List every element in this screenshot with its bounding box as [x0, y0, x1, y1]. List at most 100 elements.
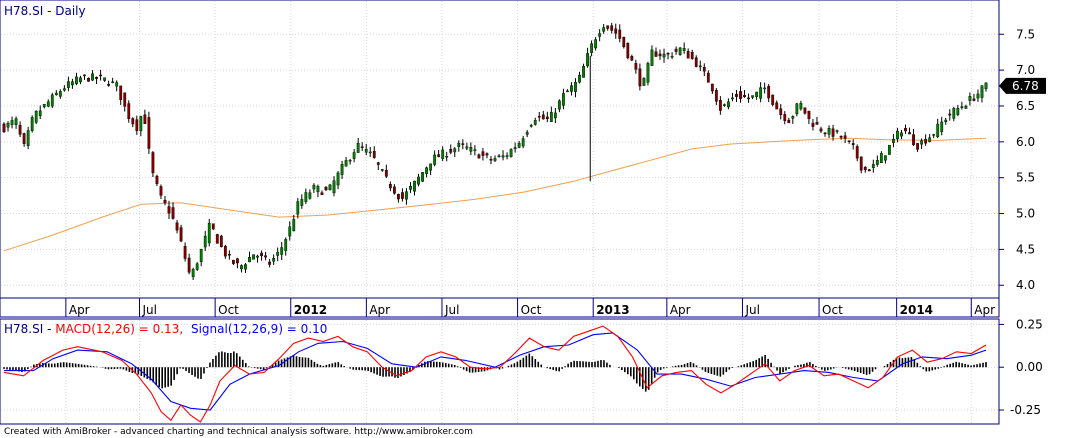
candle-47 [191, 267, 195, 280]
candle-214 [863, 166, 867, 173]
candle-34 [139, 115, 143, 137]
candle-18 [75, 72, 78, 86]
candle-217 [875, 155, 879, 167]
candle-163 [658, 49, 662, 60]
x-tick-label-12: Apr [974, 303, 995, 317]
candle-100 [405, 188, 408, 205]
candle-50 [203, 230, 207, 251]
candle-38 [155, 174, 159, 187]
candle-213 [859, 156, 863, 174]
candle-185 [747, 93, 750, 103]
candle-176 [710, 83, 714, 94]
candle-55 [223, 244, 227, 259]
x-tick-label-5: Jul [444, 303, 459, 317]
macd-lines [3, 325, 987, 423]
candle-184 [743, 90, 746, 98]
candle-175 [706, 70, 710, 83]
price-tick-label-1: 4.5 [1016, 242, 1035, 256]
candle-125 [505, 152, 509, 160]
candle-17 [71, 78, 74, 89]
candle-119 [481, 148, 485, 161]
candle-207 [835, 129, 839, 134]
candle-147 [594, 37, 598, 51]
candle-39 [159, 184, 163, 199]
candle-40 [163, 195, 167, 206]
candle-114 [461, 139, 465, 150]
candle-165 [666, 52, 670, 60]
candle-102 [413, 180, 416, 196]
candle-243 [980, 85, 984, 103]
candle-118 [477, 153, 481, 159]
candle-126 [509, 148, 513, 158]
price-tick-label-5: 6.5 [1016, 99, 1035, 113]
candle-76 [308, 189, 312, 200]
candle-226 [912, 128, 915, 147]
candle-235 [948, 109, 952, 121]
candle-240 [968, 92, 972, 106]
price-y-axis: 4.0 4.5 5.0 5.5 6.0 6.5 7.0 7.5 [999, 27, 1035, 292]
candle-56 [227, 250, 231, 260]
candle-110 [445, 151, 449, 162]
candle-58 [236, 257, 239, 269]
signal-line [4, 332, 987, 411]
candle-86 [348, 158, 352, 165]
candle-154 [622, 36, 626, 49]
candle-153 [618, 24, 622, 43]
candle-44 [179, 224, 183, 243]
candle-166 [670, 52, 674, 59]
candle-12 [50, 92, 54, 109]
candle-116 [469, 142, 473, 156]
candle-19 [79, 75, 82, 85]
candle-178 [718, 96, 722, 115]
candle-84 [340, 160, 344, 180]
candle-49 [199, 248, 203, 267]
candle-132 [533, 117, 537, 126]
candle-122 [493, 155, 497, 162]
candle-103 [417, 173, 420, 187]
candle-63 [256, 254, 259, 263]
candle-20 [83, 74, 86, 80]
candle-45 [183, 242, 187, 262]
footer-credit: Created with AmiBroker - advanced charti… [4, 427, 473, 437]
price-tick-label-3: 5.5 [1016, 171, 1035, 185]
candle-190 [767, 84, 771, 103]
candle-71 [288, 221, 292, 241]
candle-196 [791, 115, 795, 124]
candle-109 [441, 146, 445, 162]
candle-192 [775, 100, 779, 110]
candle-139 [562, 88, 565, 110]
candle-148 [598, 29, 602, 42]
candle-32 [131, 117, 135, 128]
price-gridlines [1, 1, 998, 298]
candle-146 [590, 40, 593, 57]
candle-2 [10, 116, 14, 129]
x-tick-label-2: Oct [218, 303, 239, 317]
candle-142 [574, 78, 577, 98]
candle-161 [650, 45, 654, 66]
candle-128 [517, 140, 521, 149]
candle-28 [115, 80, 119, 92]
candle-64 [260, 250, 263, 261]
candle-156 [630, 54, 634, 62]
candle-78 [316, 184, 320, 198]
candle-54 [219, 234, 223, 248]
candle-127 [513, 142, 517, 153]
price-tick-label-4: 6.0 [1016, 135, 1035, 149]
candle-83 [336, 170, 340, 190]
candle-180 [727, 98, 730, 110]
candle-7 [30, 115, 34, 133]
candle-31 [127, 100, 131, 123]
candle-198 [799, 100, 803, 111]
last-value-label: 6.78 [1012, 79, 1039, 93]
candle-170 [686, 48, 690, 59]
candle-33 [135, 115, 139, 135]
macd-y-axis: -0.25 0.00 0.25 [999, 317, 1043, 417]
candle-104 [421, 172, 424, 182]
candle-82 [332, 176, 336, 197]
candle-191 [771, 94, 775, 107]
candle-35 [143, 109, 147, 124]
candle-233 [940, 116, 944, 136]
candle-202 [815, 116, 819, 125]
macd-histogram [3, 351, 987, 392]
candle-43 [175, 219, 179, 234]
